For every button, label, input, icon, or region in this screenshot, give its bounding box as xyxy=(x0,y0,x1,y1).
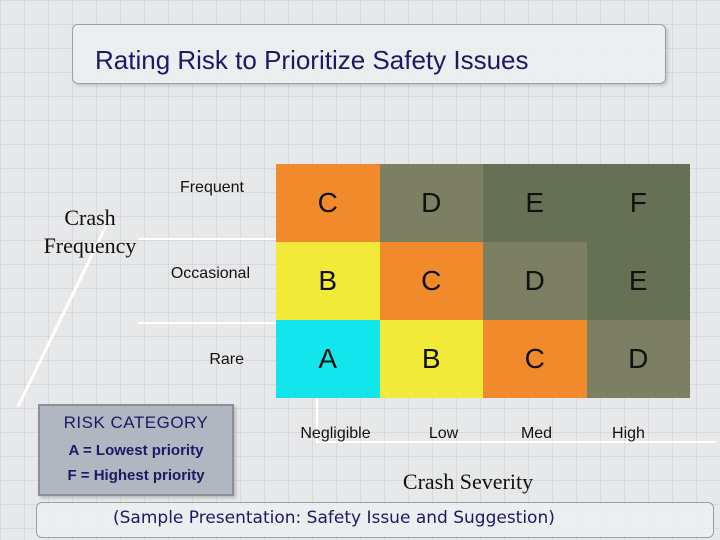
matrix-cell: D xyxy=(379,164,483,242)
row-label-frequent: Frequent xyxy=(179,179,244,196)
footer-text: (Sample Presentation: Safety Issue and S… xyxy=(113,508,555,528)
column-label-med: Med xyxy=(520,425,553,442)
matrix-cell: F xyxy=(586,164,690,242)
matrix-cell: C xyxy=(276,164,380,242)
matrix-cell: E xyxy=(586,242,690,320)
risk-matrix: C D E F B C D E A B C D xyxy=(276,164,690,398)
risk-category-title: RISK CATEGORY xyxy=(63,413,209,432)
matrix-cell: E xyxy=(483,164,587,242)
risk-highest: F = Highest priority xyxy=(67,467,205,484)
matrix-cell: B xyxy=(379,320,483,398)
footer-box: (Sample Presentation: Safety Issue and S… xyxy=(36,502,714,538)
risk-category-box: RISK CATEGORY A = Lowest priority F = Hi… xyxy=(38,404,234,496)
slide-title: Rating Risk to Prioritize Safety Issues xyxy=(95,45,529,75)
divider-line-top xyxy=(138,238,278,240)
divider-line-mid xyxy=(138,322,278,324)
matrix-cell: D xyxy=(483,242,587,320)
x-axis-label: Crash Severity xyxy=(402,469,534,494)
matrix-cell: D xyxy=(586,320,690,398)
title-box: Rating Risk to Prioritize Safety Issues xyxy=(72,24,666,84)
matrix-cell: C xyxy=(483,320,587,398)
row-label-rare: Rare xyxy=(209,351,244,368)
severity-axis-vertical xyxy=(316,392,318,442)
column-label-high: High xyxy=(612,425,645,442)
severity-axis-horizontal xyxy=(316,441,716,443)
matrix-cell: C xyxy=(379,242,483,320)
column-label-low: Low xyxy=(428,425,459,442)
column-label-negligible: Negligible xyxy=(300,425,371,442)
y-axis-label: Crash Frequency xyxy=(43,205,137,258)
matrix-cell: A xyxy=(276,320,380,398)
row-label-occasional: Occasional xyxy=(170,265,250,282)
matrix-cell: B xyxy=(276,242,380,320)
risk-lowest: A = Lowest priority xyxy=(68,442,204,459)
